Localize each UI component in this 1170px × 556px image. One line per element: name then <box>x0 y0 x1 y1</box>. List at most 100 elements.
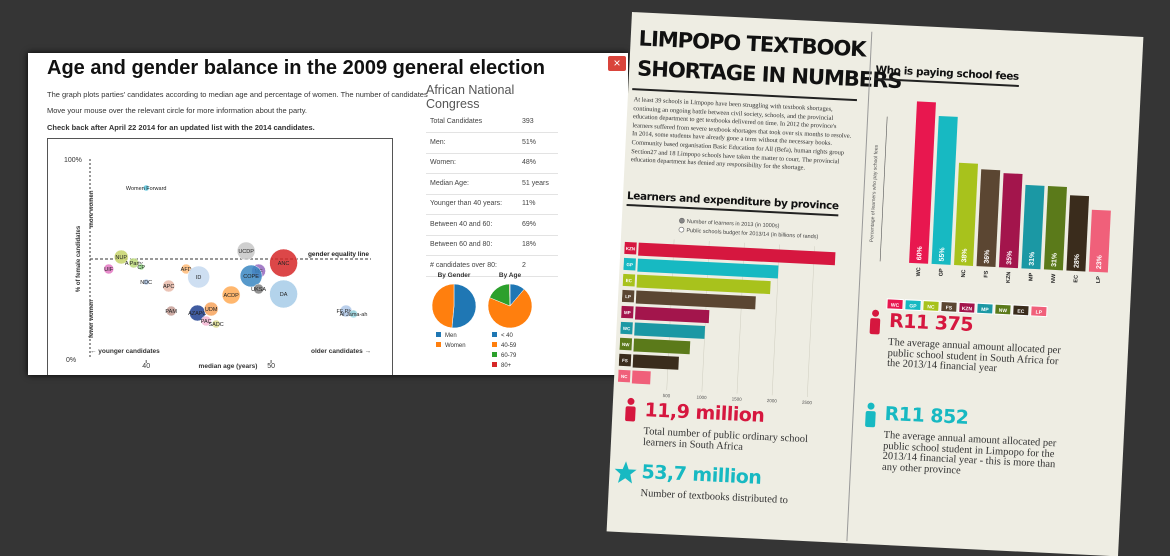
bar <box>998 173 1023 269</box>
table-value: 11% <box>522 200 536 207</box>
table-value: 2 <box>522 261 526 269</box>
table-label: Between 60 and 80: <box>430 241 493 248</box>
party-bubble <box>349 309 358 319</box>
party-label: SADC <box>208 322 223 328</box>
stat-text: Total number of public ordinary school l… <box>642 426 809 453</box>
party-label: UCDP <box>238 249 254 255</box>
legend-chip <box>886 298 904 311</box>
bar <box>1088 209 1111 273</box>
panel-title: Age and gender balance in the 2009 gener… <box>47 57 545 79</box>
legend-chip <box>940 300 958 313</box>
stat-value: 11,9 million <box>644 399 765 427</box>
category-chip <box>619 337 633 351</box>
y-tick-label: KZN <box>626 246 635 251</box>
legend-label: Number of learners in 2013 (in 1000s) <box>687 219 780 230</box>
legend-label: NC <box>927 304 935 310</box>
legend-swatch <box>436 332 441 337</box>
x-tick-label: NC <box>961 269 967 277</box>
party-label: Women Forward <box>126 186 167 192</box>
table-value: 51% <box>522 138 537 146</box>
party-label: COPE <box>243 274 259 280</box>
stat-text: The average annual amount allocated per … <box>886 336 1062 375</box>
bar <box>1021 184 1045 270</box>
category-chip <box>622 273 636 287</box>
x-tick-label: 50 <box>267 363 275 370</box>
party-bubble <box>239 264 263 288</box>
value-label: 36% <box>984 249 992 264</box>
y-axis-title: % of female candidates <box>76 225 82 292</box>
value-label: 35% <box>1006 250 1014 265</box>
party-bubble <box>253 283 264 295</box>
value-label: 55% <box>939 247 947 262</box>
legend-label: FS <box>946 305 953 311</box>
intro-text: Move your mouse over the relevant circle… <box>47 106 307 115</box>
legend-swatch <box>492 362 497 367</box>
pie-slice <box>487 288 533 329</box>
close-button[interactable]: × <box>608 56 626 71</box>
category-chip <box>618 353 632 367</box>
category-chip <box>623 257 636 271</box>
y-axis-title: Percentage of learners who pay school fe… <box>869 144 880 242</box>
legend-chip <box>976 302 994 315</box>
table-value: 48% <box>522 159 537 166</box>
party-label: DA <box>280 292 288 298</box>
x-tick-label: WC <box>916 267 922 276</box>
x-tick-label: 500 <box>663 393 671 398</box>
bar <box>635 290 756 310</box>
value-label: 23% <box>1096 254 1104 269</box>
party-label: AFD <box>181 267 192 273</box>
legend-label: NW <box>999 308 1008 314</box>
x-axis-title: median age (years) <box>199 363 258 370</box>
legend-label: < 40 <box>501 333 514 339</box>
party-bubble <box>269 248 298 278</box>
legend-label: 60-79 <box>501 353 517 359</box>
table-row-line <box>426 234 558 236</box>
bar <box>634 322 706 339</box>
category-chip <box>617 369 631 383</box>
legend-label: Public schools budget for 2013/14 (in bi… <box>686 228 818 240</box>
party-bubble <box>211 319 221 329</box>
table-value: 18% <box>522 241 537 248</box>
grid-line <box>807 246 815 398</box>
person-icon <box>625 397 636 422</box>
party-bubble <box>236 241 256 261</box>
legend-label: MP <box>981 307 989 313</box>
party-label: PAM <box>165 309 177 315</box>
x-tick-label: FS <box>983 270 989 278</box>
table-row-line <box>426 173 558 174</box>
table-label: Women: <box>430 159 456 166</box>
legend-radio <box>678 226 685 233</box>
page: Age and gender balance in the 2009 gener… <box>28 12 1144 556</box>
party-label: UDM <box>205 307 218 313</box>
intro-text: The graph plots parties' candidates acco… <box>47 90 428 99</box>
value-label: 28% <box>1074 253 1082 268</box>
party-bubble <box>142 278 150 286</box>
legend-label: 80+ <box>501 363 512 369</box>
party-label: AZAPO <box>188 311 207 317</box>
learners-chart: Number of learners in 2013 (in 1000s)Pub… <box>617 217 836 405</box>
party-bubble <box>137 263 145 271</box>
infographic-title: SHORTAGE IN NUMBERS <box>636 56 903 94</box>
pie-title: By Gender <box>438 272 471 279</box>
legend-label: KZN <box>962 306 973 313</box>
table-row-line <box>426 214 558 215</box>
x-annotation: older candidates → <box>311 348 371 355</box>
legend-chip <box>1030 305 1048 318</box>
pie-slice <box>451 283 477 329</box>
body-text: At least 39 schools in Limpopo have been… <box>630 96 852 172</box>
value-label: 38% <box>961 248 969 263</box>
table-row-line <box>426 193 558 195</box>
party-label: A Party <box>125 261 143 267</box>
stat-text: The average annual amount allocated per … <box>881 429 1057 477</box>
bar <box>637 258 779 279</box>
pie-slice <box>509 283 511 307</box>
party-label: NDC <box>140 280 152 286</box>
stat-value: R11 375 <box>888 309 974 337</box>
y-tick-label: FS <box>622 358 628 363</box>
table-row-line <box>426 132 558 133</box>
party-bubble <box>269 279 298 309</box>
bar <box>633 338 691 355</box>
x-tick-label: EC <box>1073 275 1079 283</box>
legend-label: Men <box>445 333 457 339</box>
y-tick-label: 100% <box>64 157 82 164</box>
